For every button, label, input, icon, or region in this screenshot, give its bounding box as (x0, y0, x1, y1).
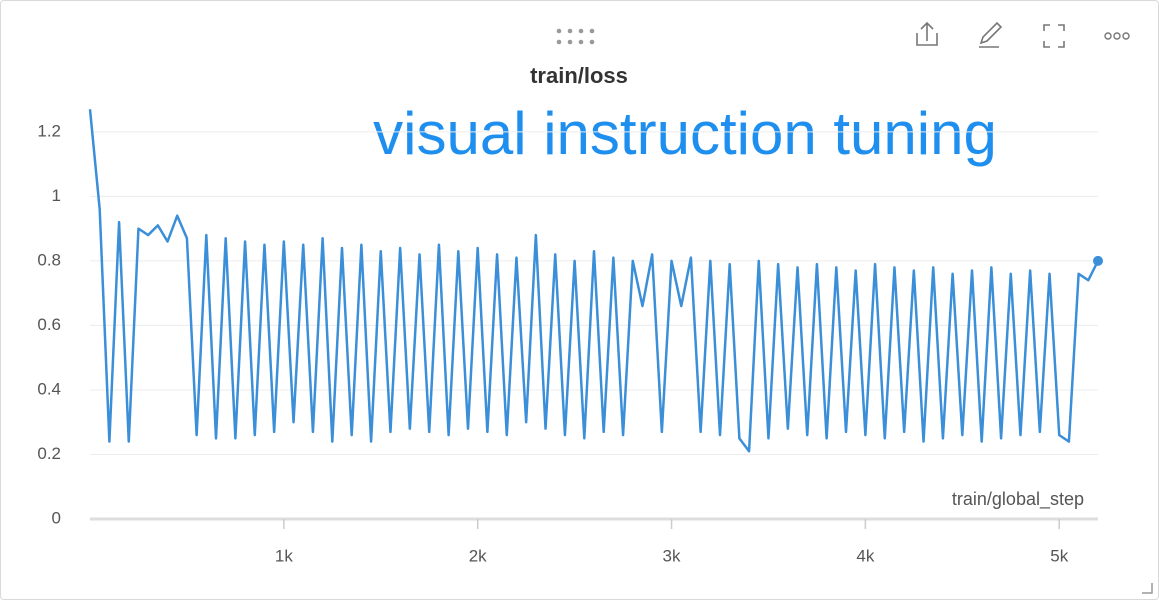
chart-title: train/loss (530, 63, 628, 88)
x-axis-label: train/global_step (952, 489, 1084, 510)
y-tick-label: 0.6 (37, 315, 61, 334)
more-icon[interactable] (1104, 32, 1130, 40)
y-tick-label: 0 (52, 508, 61, 527)
x-tick-label: 2k (469, 546, 487, 565)
loss-line (88, 109, 1100, 453)
y-tick-label: 1.2 (37, 121, 61, 140)
x-tick-label: 3k (663, 546, 681, 565)
drag-handle[interactable] (556, 28, 595, 45)
x-tick-label: 1k (275, 546, 293, 565)
resize-handle[interactable] (1142, 583, 1153, 594)
x-tick-label: 5k (1050, 546, 1068, 565)
y-tick-label: 0.8 (37, 250, 61, 269)
edit-icon[interactable] (979, 21, 1003, 48)
end-point (1093, 255, 1103, 266)
y-tick-label: 0.2 (37, 444, 61, 463)
annotation: visual instruction tuning (373, 100, 997, 167)
y-tick-label: 0.4 (37, 379, 61, 398)
y-tick-label: 1 (52, 186, 61, 205)
share-icon[interactable] (916, 21, 938, 46)
fullscreen-icon[interactable] (1043, 24, 1065, 48)
x-tick-label: 4k (856, 546, 874, 565)
